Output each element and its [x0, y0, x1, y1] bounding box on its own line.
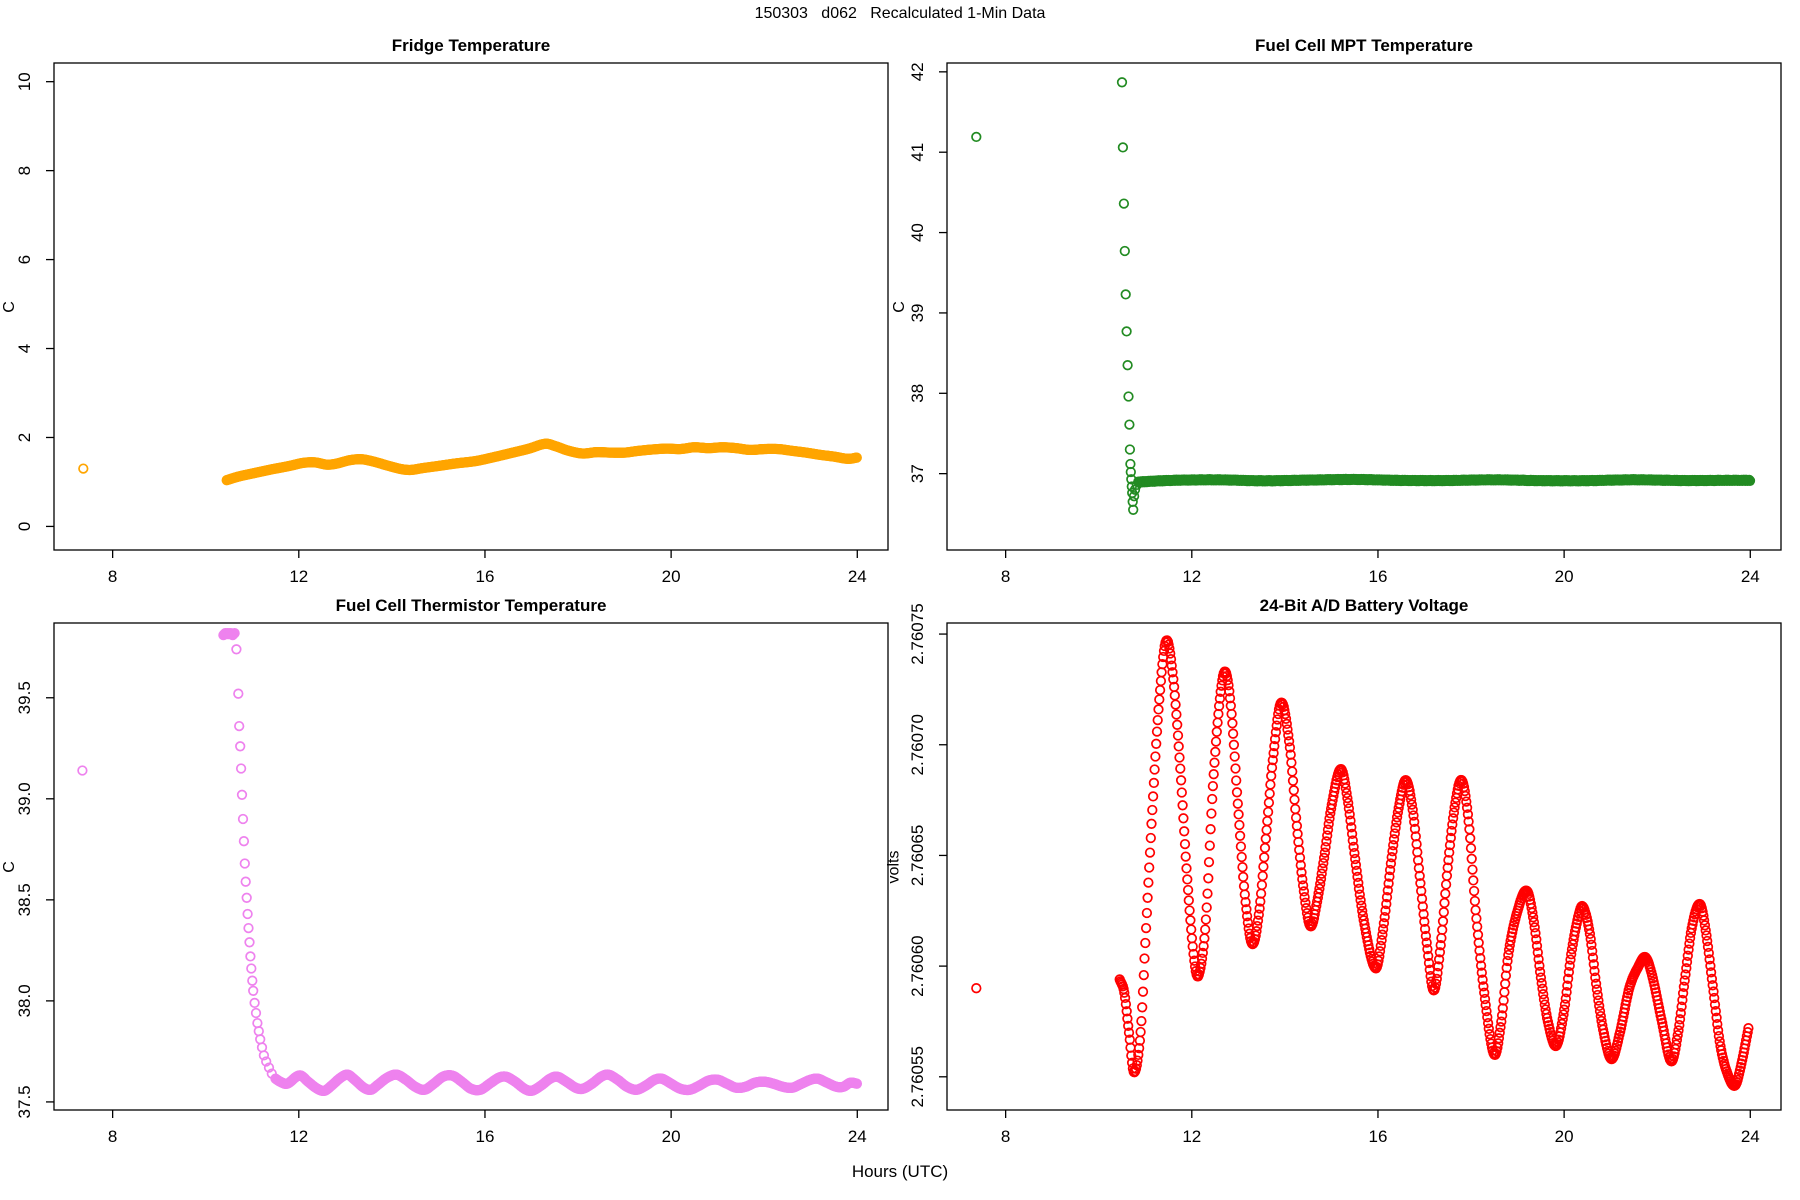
x-tick-label: 24	[1741, 567, 1760, 586]
x-tick-label: 24	[848, 567, 867, 586]
data-points	[77, 627, 863, 1097]
panel-title-battery-voltage: 24-Bit A/D Battery Voltage	[1259, 596, 1469, 615]
x-tick-label: 20	[662, 567, 681, 586]
y-tick-label: 37.5	[15, 1085, 34, 1118]
y-tick-label: 37	[908, 464, 927, 483]
y-tick-label: 2	[15, 433, 34, 442]
y-tick-label: 2.76070	[908, 714, 927, 775]
x-tick-label: 24	[1741, 1127, 1760, 1146]
x-tick-label: 12	[1182, 567, 1201, 586]
y-tick-label: 38.0	[15, 984, 34, 1017]
y-tick-label: 2.76055	[908, 1046, 927, 1107]
plot-box	[946, 62, 1782, 551]
panel-1: 8 12 16 20 24 37 38 39 40 41 42	[908, 62, 1782, 586]
y-tick-label: 2.76060	[908, 935, 927, 996]
x-tick-label: 8	[108, 567, 117, 586]
x-tick-label: 20	[1555, 1127, 1574, 1146]
data-points	[78, 438, 862, 486]
x-tick-label: 8	[108, 1127, 117, 1146]
figure-title: 150303 d062 Recalculated 1-Min Data	[754, 5, 1046, 22]
x-tick-label: 24	[848, 1127, 867, 1146]
y-tick-label: 2.76075	[908, 603, 927, 664]
x-axis-label: Hours (UTC)	[851, 1162, 949, 1181]
y-tick-label: 39.5	[15, 681, 34, 714]
y-tick-label: 4	[15, 344, 34, 353]
x-tick-label: 16	[1369, 1127, 1388, 1146]
x-tick-label: 20	[662, 1127, 681, 1146]
y-tick-label: 41	[908, 143, 927, 162]
panel-2: 8 12 16 20 24 37.5 38.0 38.5 39.0 39.5	[15, 622, 889, 1146]
y-axis-label-fridge: C	[0, 301, 18, 313]
panel-title-fuel-cell-thermistor-temperature: Fuel Cell Thermistor Temperature	[335, 596, 607, 615]
y-tick-label: 0	[15, 522, 34, 531]
x-tick-label: 12	[289, 1127, 308, 1146]
y-tick-label: 10	[15, 72, 34, 91]
data-points	[971, 77, 1756, 515]
panel-title-fuel-cell-mpt-temperature: Fuel Cell MPT Temperature	[1255, 36, 1473, 55]
y-tick-label: 6	[15, 255, 34, 264]
x-tick-label: 12	[289, 567, 308, 586]
panel-3: 8 12 16 20 24 2.76055 2.76060 2.76065 2.76070 2.7…	[908, 603, 1782, 1146]
data-points	[971, 635, 1754, 1091]
x-tick-label: 8	[1001, 567, 1010, 586]
x-tick-label: 16	[476, 567, 495, 586]
y-tick-label: 42	[908, 62, 927, 81]
y-tick-label: 8	[15, 166, 34, 175]
y-axis-label-mpt: C	[890, 301, 908, 313]
x-tick-label: 20	[1555, 567, 1574, 586]
plot-box	[53, 622, 889, 1111]
plot-box	[946, 622, 1782, 1111]
y-tick-label: 2.76065	[908, 825, 927, 886]
y-tick-label: 40	[908, 223, 927, 242]
y-axis-label-volts: volts	[885, 850, 903, 884]
plot-box	[53, 62, 889, 551]
y-tick-label: 38	[908, 384, 927, 403]
y-tick-label: 39.0	[15, 782, 34, 815]
y-tick-label: 39	[908, 303, 927, 322]
x-tick-label: 8	[1001, 1127, 1010, 1146]
x-tick-label: 16	[1369, 567, 1388, 586]
x-tick-label: 12	[1182, 1127, 1201, 1146]
x-tick-label: 16	[476, 1127, 495, 1146]
panel-title-fridge-temperature: Fridge Temperature	[391, 36, 551, 55]
y-tick-label: 38.5	[15, 883, 34, 916]
y-axis-label-thermistor: C	[0, 861, 18, 873]
